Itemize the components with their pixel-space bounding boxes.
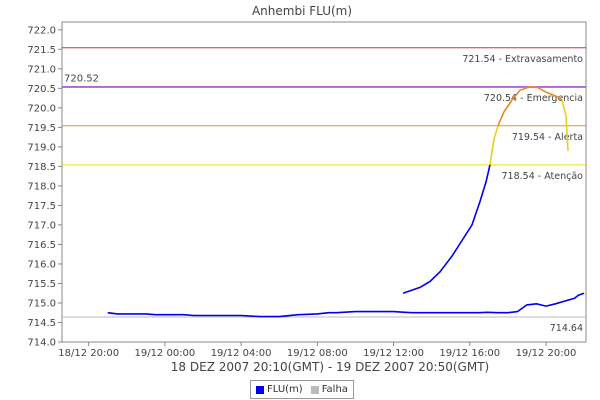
y-tick-label: 714.0 bbox=[27, 338, 56, 349]
legend: FLU(m) Falha bbox=[250, 380, 354, 399]
x-axis: 18/12 20:00 19/12 00:00 19/12 04:00 19/12 0… bbox=[58, 342, 576, 359]
series-line-flu-peak bbox=[529, 86, 563, 101]
legend-label-falha: Falha bbox=[321, 384, 348, 395]
y-tick-label: 716.5 bbox=[27, 240, 56, 251]
x-tick-label: 19/12 00:00 bbox=[134, 348, 195, 359]
min-value-label: 714.64 bbox=[550, 323, 583, 334]
threshold-label: 719.54 - Alerta bbox=[512, 132, 583, 143]
y-tick-label: 720.0 bbox=[27, 103, 56, 114]
y-tick-label: 721.5 bbox=[27, 45, 56, 56]
series-line-flu-alert bbox=[497, 86, 531, 127]
x-tick-label: 19/12 12:00 bbox=[363, 348, 424, 359]
y-tick-label: 715.0 bbox=[27, 298, 56, 309]
series-group bbox=[107, 86, 585, 318]
series-line-flu-attention bbox=[489, 125, 499, 165]
x-tick-label: 18/12 20:00 bbox=[58, 348, 119, 359]
y-tick-label: 722.0 bbox=[27, 25, 56, 36]
legend-swatch-flu bbox=[256, 385, 264, 394]
x-tick-label: 19/12 16:00 bbox=[439, 348, 500, 359]
y-tick-label: 716.0 bbox=[27, 259, 56, 270]
legend-item-flu: FLU(m) bbox=[256, 384, 303, 395]
y-tick-label: 718.0 bbox=[27, 181, 56, 192]
legend-item-falha: Falha bbox=[310, 384, 348, 395]
y-tick-label: 721.0 bbox=[27, 64, 56, 75]
plot-frame bbox=[61, 21, 587, 343]
threshold-label: 721.54 - Extravasamento bbox=[462, 54, 583, 65]
legend-label-flu: FLU(m) bbox=[267, 384, 303, 395]
series-line-flu-rise bbox=[402, 164, 491, 294]
legend-swatch-falha bbox=[310, 385, 319, 394]
y-tick-label: 718.5 bbox=[27, 162, 56, 173]
threshold-lines: 721.54 - Extravasamento 720.54 - Emergenc… bbox=[62, 47, 586, 334]
x-tick-label: 19/12 08:00 bbox=[287, 348, 348, 359]
x-tick-label: 19/12 20:00 bbox=[516, 348, 577, 359]
series-line-flu bbox=[107, 292, 585, 318]
y-axis: 714.0 714.5 715.0 715.5 716.0 716.5 717.0 717.5… bbox=[27, 25, 62, 349]
y-tick-label: 717.0 bbox=[27, 220, 56, 231]
y-tick-label: 714.5 bbox=[27, 318, 56, 329]
x-axis-label: 18 DEZ 2007 20:10(GMT) - 19 DEZ 2007 20:… bbox=[171, 360, 489, 374]
y-tick-label: 719.5 bbox=[27, 123, 56, 134]
plot-area bbox=[61, 21, 587, 343]
y-tick-label: 715.5 bbox=[27, 279, 56, 290]
max-value-label: 720.52 bbox=[64, 74, 99, 85]
series-line-flu-recede bbox=[561, 99, 569, 151]
chart-title: Anhembi FLU(m) bbox=[252, 4, 352, 18]
y-tick-label: 720.5 bbox=[27, 84, 56, 95]
threshold-label: 720.54 - Emergencia bbox=[484, 93, 583, 104]
x-tick-label: 19/12 04:00 bbox=[211, 348, 272, 359]
y-tick-label: 717.5 bbox=[27, 201, 56, 212]
y-tick-label: 719.0 bbox=[27, 142, 56, 153]
threshold-label: 718.54 - Atenção bbox=[502, 171, 584, 182]
